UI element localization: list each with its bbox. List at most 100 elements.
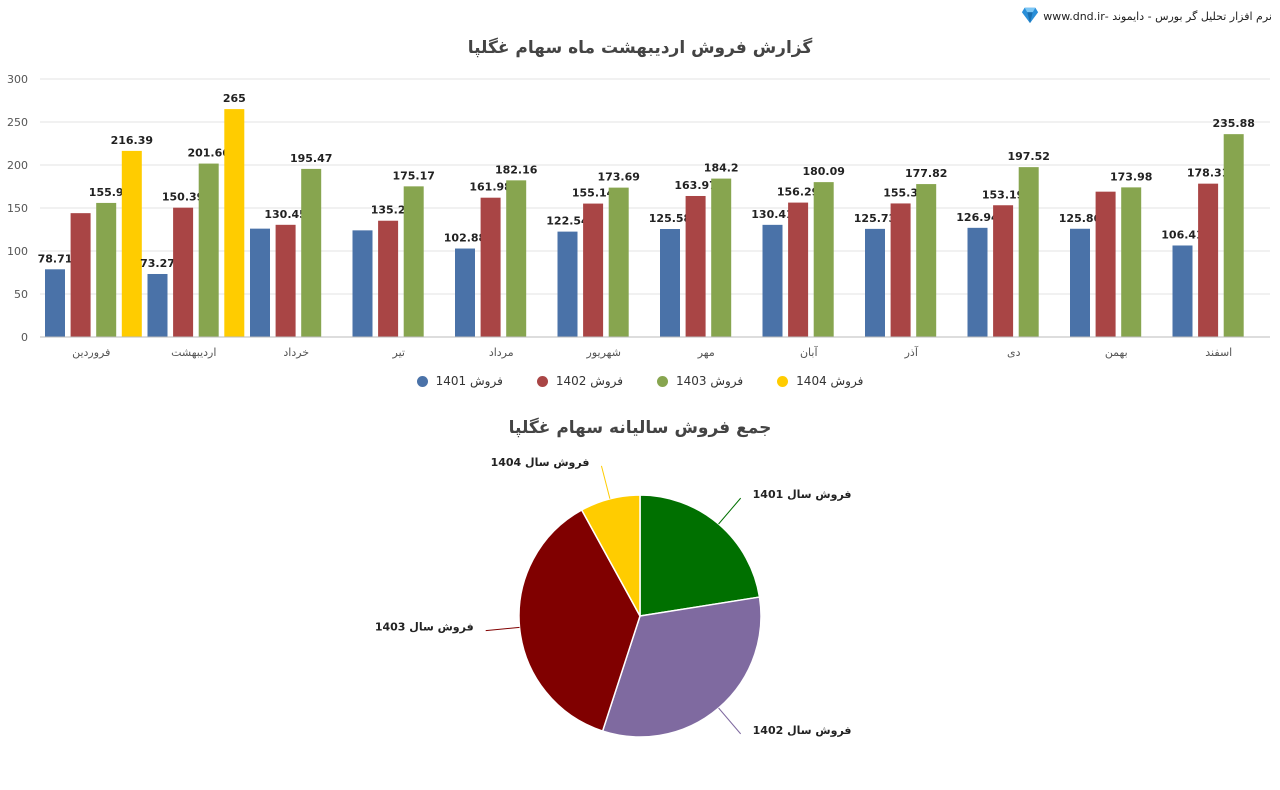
- legend-item: فروش 1402: [536, 374, 623, 388]
- bar: [480, 197, 501, 337]
- bar: [685, 195, 706, 337]
- y-tick-label: 150: [7, 202, 28, 215]
- bar: [788, 202, 809, 337]
- legend-label: فروش 1402: [555, 374, 623, 388]
- x-tick-label: اردیبهشت: [171, 346, 216, 359]
- pie-chart-title: جمع فروش سالیانه سهام غگلپا: [508, 418, 772, 438]
- chart-legend: فروش 1401 فروش 1402 فروش 1403 فروش 1404: [0, 374, 1280, 388]
- bar: [660, 229, 680, 337]
- y-tick-label: 50: [14, 288, 28, 301]
- bar: [1121, 187, 1142, 337]
- bar: [352, 230, 373, 337]
- bar-value-label: 182.16: [495, 163, 538, 176]
- legend-label: فروش 1401: [435, 374, 503, 388]
- y-tick-label: 200: [7, 159, 28, 172]
- x-tick-label: شهریور: [586, 346, 621, 359]
- bar-value-label: 155.9: [89, 186, 124, 199]
- bar: [1172, 245, 1193, 337]
- bar-value-label: 156.29: [777, 186, 819, 199]
- pie-slice-label: فروش سال 1403: [375, 621, 474, 634]
- bar: [711, 178, 732, 337]
- bar-value-label: 125.73: [854, 212, 896, 225]
- bar-value-label: 125.86: [1059, 212, 1102, 225]
- bar: [455, 248, 475, 337]
- pie-leader-line: [718, 707, 742, 735]
- bar: [198, 163, 219, 337]
- bar: [1223, 134, 1244, 337]
- x-tick-label: تیر: [392, 346, 405, 359]
- bar-value-label: 126.94: [956, 211, 999, 224]
- bar-value-label: 153.19: [982, 188, 1024, 201]
- x-tick-label: خرداد: [283, 346, 309, 359]
- x-tick-label: دی: [1007, 346, 1021, 359]
- legend-label: فروش 1403: [676, 374, 744, 388]
- bar: [1018, 167, 1039, 337]
- bar: [762, 224, 783, 337]
- pie-slice-label: فروش سال 1402: [753, 724, 852, 737]
- y-tick-label: 100: [7, 245, 28, 258]
- y-tick-label: 300: [7, 73, 28, 86]
- bar: [865, 228, 885, 337]
- y-tick-label: 250: [7, 116, 28, 129]
- pie-slice-label: فروش سال 1404: [491, 456, 590, 469]
- bar-value-label: 73.27: [140, 257, 175, 270]
- bar-value-label: 197.52: [1007, 150, 1049, 163]
- bar: [301, 168, 322, 337]
- pie-slice-label: فروش سال 1401: [753, 488, 852, 501]
- bar: [224, 109, 245, 337]
- pie-slice: [639, 494, 761, 617]
- bar-value-label: 184.2: [704, 162, 739, 175]
- bar-value-label: 180.09: [802, 165, 844, 178]
- bar: [1070, 228, 1090, 337]
- legend-item: فروش 1401: [416, 374, 503, 388]
- bar-value-label: 235.88: [1212, 117, 1254, 130]
- y-tick-label: 0: [21, 331, 28, 344]
- bar-value-label: 216.39: [111, 134, 153, 147]
- bar-value-label: 265: [223, 92, 246, 105]
- x-tick-label: فروردین: [72, 346, 110, 359]
- bar: [96, 202, 117, 337]
- bar: [378, 220, 399, 337]
- bar-value-label: 175.17: [392, 169, 434, 182]
- brand-text: نرم افزار تحلیل گر بورس - دایموند -www.d…: [1043, 9, 1272, 23]
- bar-value-label: 122.54: [546, 215, 589, 228]
- legend-swatch: [416, 375, 428, 387]
- legend-label: فروش 1404: [796, 374, 864, 388]
- legend-item: فروش 1404: [777, 374, 863, 388]
- legend-swatch: [777, 375, 789, 387]
- bar: [173, 207, 194, 337]
- legend-swatch: [536, 375, 548, 387]
- bar-value-label: 106.41: [1161, 228, 1203, 241]
- bar-value-label: 155.3: [883, 186, 918, 199]
- bar-value-label: 155.14: [572, 187, 615, 200]
- bar: [813, 182, 834, 337]
- brand-header: نرم افزار تحلیل گر بورس - دایموند -www.d…: [1021, 6, 1272, 26]
- bar-value-label: 173.98: [1110, 170, 1152, 183]
- bar-chart-title: گزارش فروش اردیبهشت ماه سهام غگلپا: [467, 38, 813, 58]
- bar-chart: 0 50 100 150 200 250 300 78.71 155.9 216.39 فروردی…: [7, 73, 1270, 359]
- pie-leader-line: [600, 465, 611, 499]
- bar-value-label: 161.98: [469, 181, 511, 194]
- bar-value-label: 195.47: [290, 152, 332, 165]
- pie-slice: [518, 508, 641, 733]
- bar: [1095, 191, 1116, 337]
- bar: [275, 224, 296, 337]
- bar-value-label: 78.71: [38, 252, 73, 265]
- x-tick-label: بهمن: [1105, 346, 1128, 359]
- diamond-icon: [1021, 6, 1039, 27]
- bar: [993, 205, 1014, 337]
- pie-leader-line: [718, 497, 742, 525]
- x-tick-label: آبان: [800, 345, 818, 359]
- bar: [121, 150, 142, 337]
- bar-value-label: 130.45: [264, 208, 306, 221]
- pie-slice: [580, 494, 641, 617]
- pie-slice: [601, 596, 762, 738]
- legend-item: فروش 1403: [657, 374, 743, 388]
- bar-value-label: 178.31: [1187, 167, 1229, 180]
- bar: [608, 187, 629, 337]
- x-tick-label: مهر: [697, 346, 715, 359]
- bar: [403, 186, 424, 337]
- bar: [890, 203, 911, 337]
- bar-value-label: 102.88: [444, 232, 486, 245]
- bar: [70, 213, 91, 337]
